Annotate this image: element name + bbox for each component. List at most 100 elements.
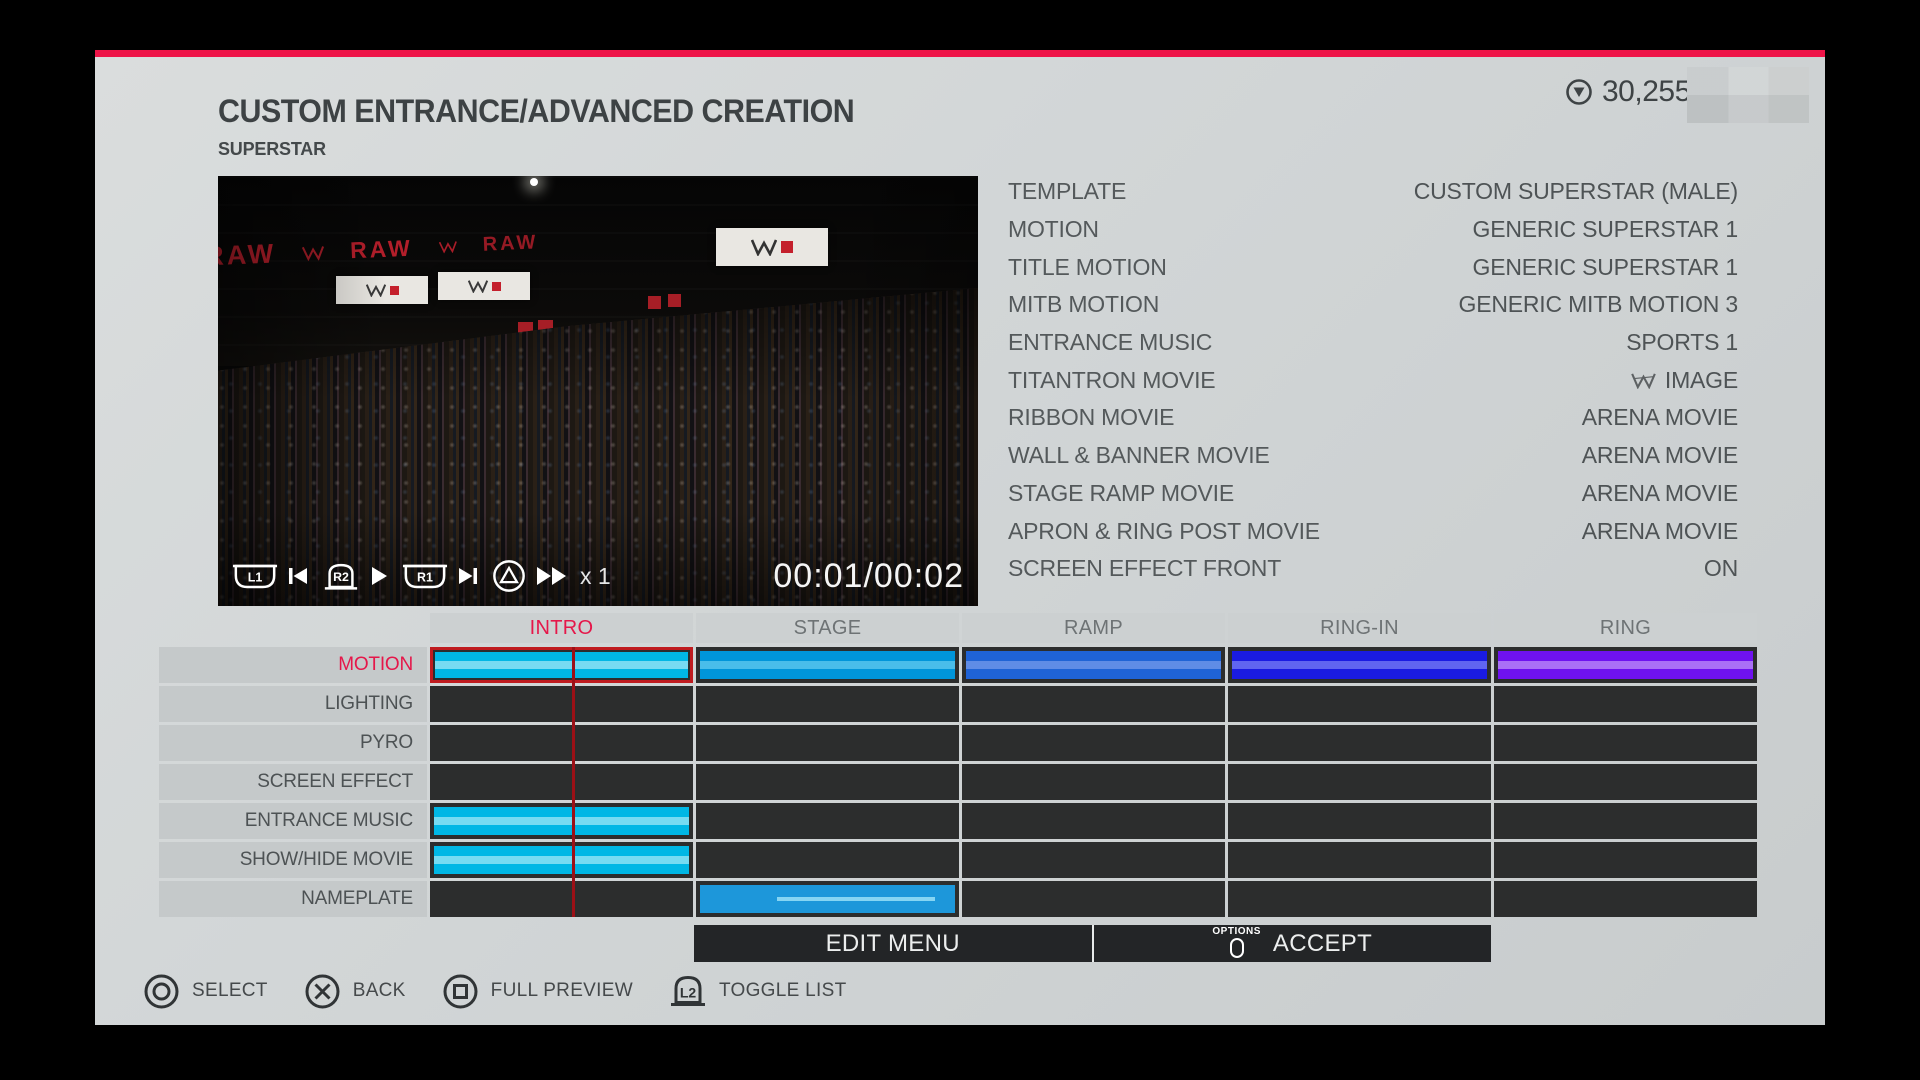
timeline-column-ring[interactable]: RING [1494, 613, 1757, 643]
setting-row-title-motion[interactable]: TITLE MOTION GENERIC SUPERSTAR 1 [1008, 253, 1738, 280]
timeline-cell-motion-ring-in[interactable] [1228, 647, 1491, 683]
timeline-cell-entrance-music-stage[interactable] [696, 803, 959, 839]
setting-row-ribbon-movie[interactable]: RIBBON MOVIE ARENA MOVIE [1008, 404, 1738, 431]
motion-bar-ring-in[interactable] [1232, 651, 1487, 679]
timeline-cell-entrance-music-ring-in[interactable] [1228, 803, 1491, 839]
setting-row-titantron-movie[interactable]: TITANTRON MOVIE IMAGE [1008, 366, 1738, 393]
playback-speed: x 1 [580, 562, 611, 589]
timeline-column-ring-in[interactable]: RING-IN [1228, 613, 1491, 643]
controller-hints: SELECT BACK FULL PREVIEW [143, 971, 846, 1011]
timeline-row-label-pyro[interactable]: PYRO [159, 725, 427, 761]
timeline-playhead[interactable] [572, 647, 575, 917]
timeline-cell-screen-effect-ramp[interactable] [962, 764, 1225, 800]
content-area: 30,255 CUSTOM ENTRANCE/ADVANCED CREATION… [95, 50, 1825, 1025]
hint-select: SELECT [143, 973, 268, 1010]
timeline-row-label-entrance-music[interactable]: ENTRANCE MUSIC [159, 803, 427, 839]
timeline-cell-entrance-music-intro[interactable] [430, 803, 693, 839]
timeline-cell-pyro-ring-in[interactable] [1228, 725, 1491, 761]
timeline-column-intro[interactable]: INTRO [430, 613, 693, 643]
timeline-cell-show-hide-movie-ring[interactable] [1494, 842, 1757, 878]
timeline-row-label-screen-effect[interactable]: SCREEN EFFECT [159, 764, 427, 800]
timeline-cell-lighting-ring-in[interactable] [1228, 686, 1491, 722]
entrance-music-bar-intro[interactable] [434, 807, 689, 835]
setting-row-apron-ring-post-movie[interactable]: APRON & RING POST MOVIE ARENA MOVIE [1008, 517, 1738, 544]
timeline-column-stage[interactable]: STAGE [696, 613, 959, 643]
motion-bar-ring[interactable] [1498, 651, 1753, 679]
setting-row-motion[interactable]: MOTION GENERIC SUPERSTAR 1 [1008, 216, 1738, 243]
timeline-cell-lighting-stage[interactable] [696, 686, 959, 722]
r1-button-icon: R1 [402, 564, 448, 588]
nameplate-bar-stage[interactable] [700, 885, 955, 913]
setting-row-wall-banner-movie[interactable]: WALL & BANNER MOVIE ARENA MOVIE [1008, 442, 1738, 469]
timeline-cell-nameplate-ring-in[interactable] [1228, 881, 1491, 917]
motion-bar-intro[interactable] [435, 652, 688, 678]
timecode: 00:01/00:02 [773, 556, 964, 595]
timeline-row-label-show-hide-movie[interactable]: SHOW/HIDE MOVIE [159, 842, 427, 878]
cross-button-icon [305, 974, 340, 1008]
circle-button-icon [144, 974, 179, 1008]
currency-counter: 30,255 [1565, 75, 1691, 109]
timeline-cell-pyro-intro[interactable] [430, 725, 693, 761]
timeline-row-entrance-music: ENTRANCE MUSIC [159, 803, 1757, 839]
step-forward-icon [459, 568, 477, 584]
timeline-cell-screen-effect-ring[interactable] [1494, 764, 1757, 800]
setting-row-screen-effect-front[interactable]: SCREEN EFFECT FRONT ON [1008, 555, 1738, 582]
timeline-cell-motion-intro[interactable] [430, 647, 693, 683]
timeline-cell-show-hide-movie-intro[interactable] [430, 842, 693, 878]
timeline-cell-lighting-ring[interactable] [1494, 686, 1757, 722]
timeline-row-label-lighting[interactable]: LIGHTING [159, 686, 427, 722]
video-vignette [218, 176, 978, 606]
timeline-cell-nameplate-intro[interactable] [430, 881, 693, 917]
timeline-cell-nameplate-ramp[interactable] [962, 881, 1225, 917]
fast-forward-control[interactable]: x 1 [492, 559, 611, 593]
timeline-cell-pyro-ramp[interactable] [962, 725, 1225, 761]
motion-bar-ramp[interactable] [966, 651, 1221, 679]
setting-row-entrance-music[interactable]: ENTRANCE MUSIC SPORTS 1 [1008, 329, 1738, 356]
timeline-cell-lighting-intro[interactable] [430, 686, 693, 722]
setting-row-stage-ramp-movie[interactable]: STAGE RAMP MOVIE ARENA MOVIE [1008, 479, 1738, 506]
hint-toggle-list: L2 TOGGLE LIST [669, 973, 847, 1010]
timeline-row-show-hide-movie: SHOW/HIDE MOVIE [159, 842, 1757, 878]
options-button-icon: OPTIONS [1212, 927, 1261, 958]
timeline-cell-nameplate-stage[interactable] [696, 881, 959, 917]
timeline-cell-lighting-ramp[interactable] [962, 686, 1225, 722]
timeline-cell-nameplate-ring[interactable] [1494, 881, 1757, 917]
timeline-row-pyro: PYRO [159, 725, 1757, 761]
timeline-cell-entrance-music-ramp[interactable] [962, 803, 1225, 839]
timeline-cell-motion-ring[interactable] [1494, 647, 1757, 683]
timeline-cell-show-hide-movie-ring-in[interactable] [1228, 842, 1491, 878]
timeline-column-ramp[interactable]: RAMP [962, 613, 1225, 643]
timeline-cell-show-hide-movie-ramp[interactable] [962, 842, 1225, 878]
timeline-row-label-motion[interactable]: MOTION [159, 647, 427, 683]
accept-button[interactable]: OPTIONS ACCEPT [1091, 925, 1492, 962]
previous-frame-control[interactable]: L1 [232, 563, 309, 590]
motion-bar-stage[interactable] [700, 651, 955, 679]
timeline-cell-entrance-music-ring[interactable] [1494, 803, 1757, 839]
svg-text:L1: L1 [248, 570, 263, 584]
edit-menu-button[interactable]: EDIT MENU [825, 929, 960, 957]
entrance-preview-video[interactable]: RAW RAW RAW [218, 176, 978, 606]
show-hide-movie-bar-intro[interactable] [434, 846, 689, 874]
currency-amount: 30,255 [1602, 75, 1691, 108]
setting-row-template[interactable]: TEMPLATE CUSTOM SUPERSTAR (MALE) [1008, 178, 1738, 205]
fast-forward-icon [537, 567, 566, 585]
play-control[interactable]: R2 [322, 561, 389, 592]
timeline-cell-motion-ramp[interactable] [962, 647, 1225, 683]
timeline-cell-screen-effect-intro[interactable] [430, 764, 693, 800]
timeline-row-label-nameplate[interactable]: NAMEPLATE [159, 881, 427, 917]
timeline-cell-motion-stage[interactable] [696, 647, 959, 683]
hint-back: BACK [304, 973, 406, 1010]
setting-row-mitb-motion[interactable]: MITB MOTION GENERIC MITB MOTION 3 [1008, 291, 1738, 318]
page-subtitle: SUPERSTAR [218, 139, 326, 159]
timeline-cell-screen-effect-ring-in[interactable] [1228, 764, 1491, 800]
timeline-cell-pyro-ring[interactable] [1494, 725, 1757, 761]
page-title: CUSTOM ENTRANCE/ADVANCED CREATION [218, 93, 855, 129]
timeline-cell-show-hide-movie-stage[interactable] [696, 842, 959, 878]
hint-full-preview: FULL PREVIEW [442, 973, 633, 1010]
next-frame-control[interactable]: R1 [402, 563, 479, 590]
timeline-cell-screen-effect-stage[interactable] [696, 764, 959, 800]
timeline-cell-pyro-stage[interactable] [696, 725, 959, 761]
wwe-logo-icon [1631, 373, 1656, 389]
timeline-row-motion: MOTION [159, 647, 1757, 683]
